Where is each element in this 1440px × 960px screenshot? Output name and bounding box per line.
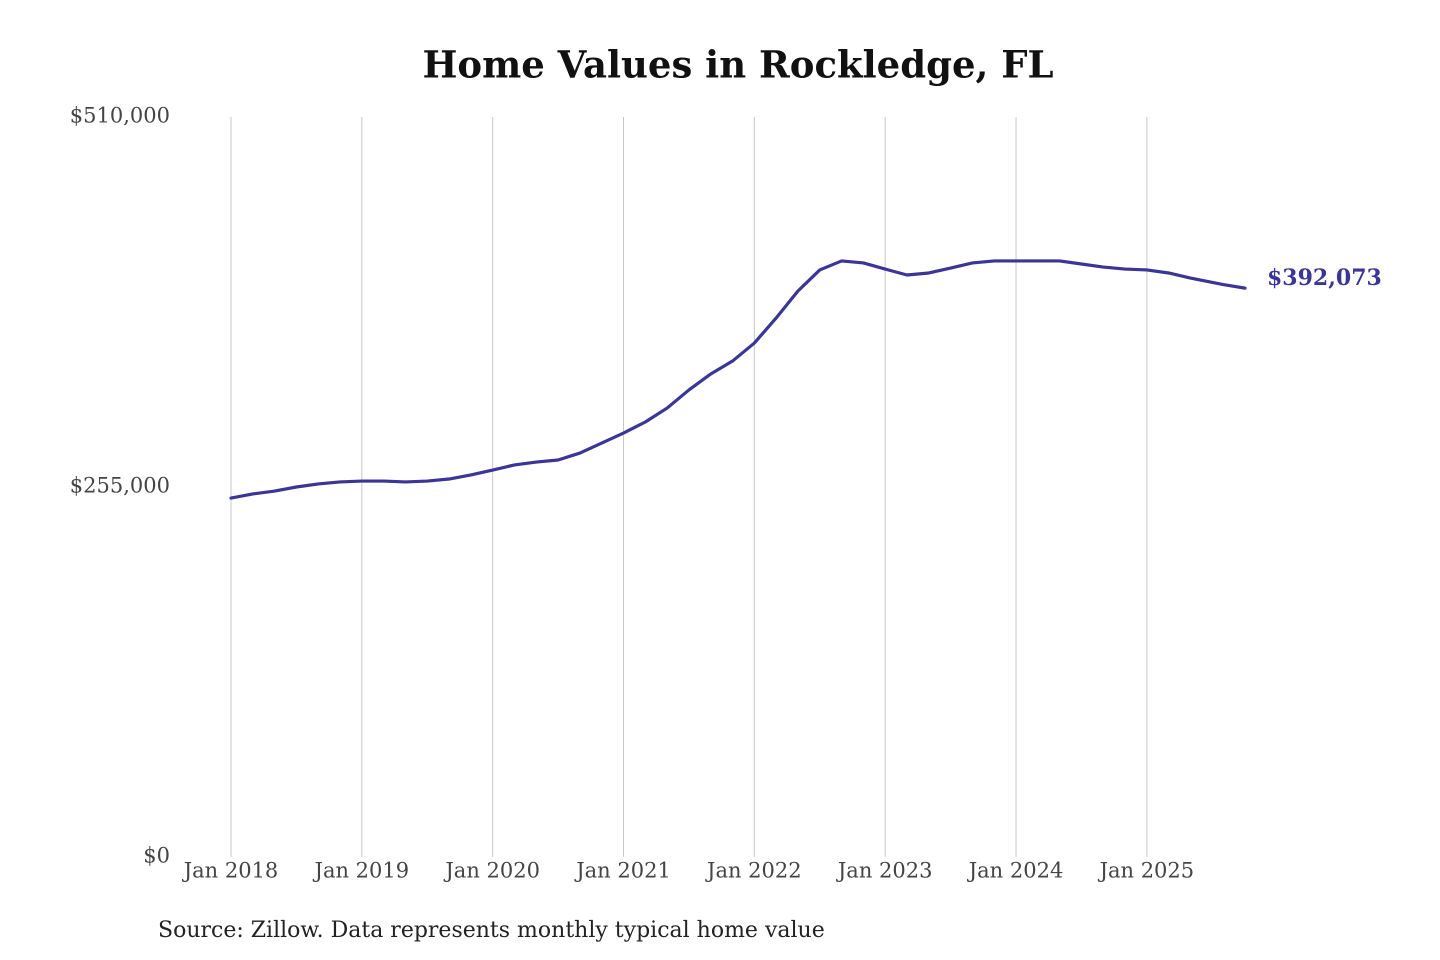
x-tick-label: Jan 2021 — [574, 859, 671, 883]
caption: Source: Zillow. Data represents monthly … — [158, 918, 825, 943]
line — [229, 259, 1247, 500]
x-tick-label: Jan 2018 — [182, 859, 279, 883]
x-tick-label: Jan 2019 — [313, 859, 410, 883]
chart-title: Home Values in Rockledge, FL — [422, 43, 1053, 87]
y-tick-label: $255,000 — [70, 474, 170, 498]
x-tick-label: Jan 2024 — [967, 859, 1064, 883]
x-tick-label: Jan 2022 — [705, 859, 802, 883]
y-tick-label: $510,000 — [70, 104, 170, 128]
x-tick-label: Jan 2025 — [1098, 859, 1195, 883]
y-tick-label: $0 — [143, 844, 170, 868]
value-label: $392,073 — [1267, 265, 1382, 291]
x-tick-label: Jan 2020 — [443, 859, 540, 883]
x-tick-label: Jan 2023 — [836, 859, 933, 883]
